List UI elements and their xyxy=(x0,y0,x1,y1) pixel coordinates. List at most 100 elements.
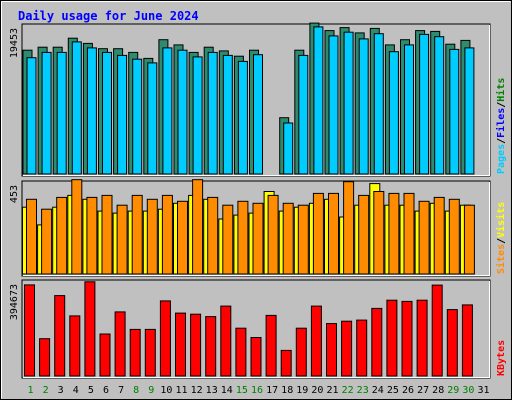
bar-kbytes-day-11 xyxy=(175,312,186,377)
day-label-29: 29 xyxy=(447,385,459,396)
bar-pages-day-23 xyxy=(358,38,369,175)
bar-pages-day-24 xyxy=(373,33,384,175)
bar-pages-day-1 xyxy=(26,57,37,175)
day-label-28: 28 xyxy=(432,385,444,396)
bar-kbytes-day-23 xyxy=(356,319,368,377)
panel-2: 453 Sites/Visits xyxy=(9,179,507,277)
bar-pages-day-22 xyxy=(343,31,354,175)
bar-kbytes-day-6 xyxy=(99,333,111,377)
day-label-18: 18 xyxy=(281,385,293,396)
bar-pages-day-8 xyxy=(132,58,143,175)
bar-sites-day-3 xyxy=(56,196,68,275)
bar-sites-day-11 xyxy=(177,200,188,275)
bar-sites-day-26 xyxy=(403,192,415,275)
bar-pages-day-28 xyxy=(434,36,445,175)
bar-sites-day-8 xyxy=(131,194,143,275)
bar-sites-day-25 xyxy=(388,192,400,275)
day-label-16: 16 xyxy=(251,385,263,396)
y-max-label: 453 xyxy=(9,185,20,203)
bar-sites-day-4 xyxy=(71,179,83,275)
day-label-3: 3 xyxy=(58,385,64,396)
day-label-17: 17 xyxy=(266,385,278,396)
legend-hits: Hits xyxy=(495,78,507,102)
day-label-21: 21 xyxy=(326,385,338,396)
day-label-20: 20 xyxy=(311,385,323,396)
legend-kbytes: KBytes xyxy=(496,340,507,376)
bar-pages-day-26 xyxy=(404,44,414,175)
legend-sites: Sites xyxy=(495,244,507,274)
bar-pages-day-13 xyxy=(207,51,218,175)
bar-pages-day-19 xyxy=(298,54,309,175)
bar-pages-day-30 xyxy=(464,47,475,175)
bar-kbytes-day-28 xyxy=(431,284,443,377)
bar-kbytes-day-17 xyxy=(265,314,277,377)
bar-kbytes-day-1 xyxy=(24,284,35,377)
bar-kbytes-day-24 xyxy=(371,307,383,377)
day-label-8: 8 xyxy=(133,385,139,396)
bar-pages-day-9 xyxy=(147,62,158,175)
legend-separator: / xyxy=(496,138,507,144)
bar-sites-day-27 xyxy=(418,200,430,275)
bar-kbytes-day-2 xyxy=(39,338,51,377)
bar-pages-day-16 xyxy=(253,54,263,175)
bar-pages-day-27 xyxy=(419,33,430,175)
legend-pages: Pages xyxy=(496,144,507,174)
bar-kbytes-day-8 xyxy=(129,328,141,377)
bar-kbytes-day-4 xyxy=(69,315,81,377)
bar-pages-day-25 xyxy=(388,51,399,175)
panel-legend: Pages/Files/Hits xyxy=(495,78,507,174)
day-label-31: 31 xyxy=(477,385,489,396)
bar-kbytes-day-9 xyxy=(144,328,156,377)
bar-kbytes-day-5 xyxy=(84,281,96,377)
bar-kbytes-day-21 xyxy=(326,323,337,377)
bar-sites-day-18 xyxy=(282,202,294,275)
bar-pages-day-4 xyxy=(71,41,82,175)
day-label-12: 12 xyxy=(191,385,203,396)
bar-pages-day-7 xyxy=(117,54,128,175)
day-label-5: 5 xyxy=(88,385,94,396)
legend-separator: / xyxy=(496,238,507,244)
bar-sites-day-13 xyxy=(207,196,219,275)
bar-sites-day-22 xyxy=(343,181,355,275)
bar-sites-day-30 xyxy=(463,204,475,275)
legend-visits: Visits xyxy=(495,202,507,238)
bar-pages-day-12 xyxy=(192,56,203,175)
bar-kbytes-day-25 xyxy=(386,299,398,377)
bar-sites-day-24 xyxy=(373,191,385,275)
bar-kbytes-day-3 xyxy=(54,295,66,377)
bar-sites-day-29 xyxy=(448,198,460,275)
chart-title: Daily usage for June 2024 xyxy=(18,9,199,23)
bar-pages-day-6 xyxy=(102,51,112,175)
day-label-23: 23 xyxy=(357,385,369,396)
bar-pages-day-14 xyxy=(222,54,233,175)
panel-legend: KBytes xyxy=(496,340,507,376)
bar-sites-day-5 xyxy=(86,196,98,275)
bar-sites-day-21 xyxy=(328,192,339,275)
bar-pages-day-5 xyxy=(86,47,97,175)
day-label-27: 27 xyxy=(417,385,429,396)
y-max-label: 394673 xyxy=(9,284,20,320)
bar-sites-day-15 xyxy=(237,200,249,275)
bar-sites-day-23 xyxy=(358,194,370,275)
bar-sites-day-7 xyxy=(116,204,128,275)
x-axis-day-labels: 1 2 3 4 5 6 7 8 9 10 11 12 13 14 15 16 17 18 19 20 21 22 23 24 2… xyxy=(27,385,489,396)
day-label-14: 14 xyxy=(221,385,233,396)
bar-sites-day-9 xyxy=(146,198,158,275)
bar-kbytes-day-14 xyxy=(220,305,232,377)
bar-kbytes-day-20 xyxy=(310,305,322,377)
bar-kbytes-day-19 xyxy=(295,327,307,377)
bar-sites-day-6 xyxy=(101,194,113,275)
bar-kbytes-day-18 xyxy=(280,349,292,377)
chart-panels: 19453Pages/Files/Hits453Sites/Visits3946… xyxy=(9,22,507,379)
bar-kbytes-day-16 xyxy=(250,337,262,377)
panel-legend: Sites/Visits xyxy=(495,202,507,274)
panel-3: 394673 KBytes xyxy=(9,279,507,379)
bar-sites-day-19 xyxy=(297,204,309,275)
legend-files: Files xyxy=(495,108,507,138)
bar-sites-day-16 xyxy=(252,202,264,275)
bar-kbytes-day-7 xyxy=(114,311,126,377)
bar-sites-day-10 xyxy=(161,194,173,275)
day-label-9: 9 xyxy=(148,385,154,396)
